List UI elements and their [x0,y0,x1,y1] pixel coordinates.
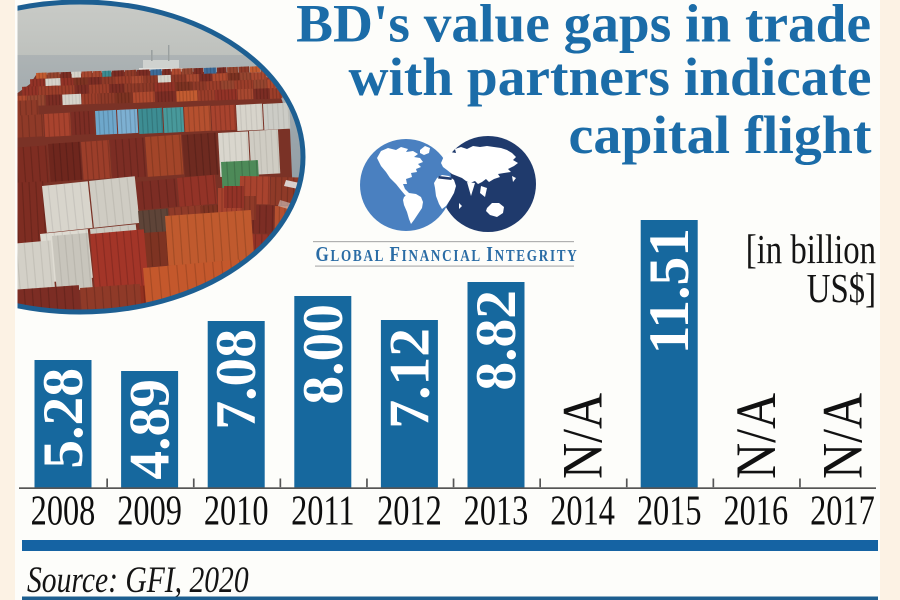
svg-text:2012: 2012 [377,489,442,535]
svg-text:8.82: 8.82 [465,290,528,391]
svg-text:2013: 2013 [464,489,529,535]
svg-text:GLOBAL FINANCIAL INTEGRITY: GLOBAL FINANCIAL INTEGRITY [315,243,578,266]
svg-text:8.00: 8.00 [292,304,355,405]
svg-text:2011: 2011 [291,489,354,535]
svg-text:2008: 2008 [31,489,96,535]
svg-text:Source: GFI, 2020: Source: GFI, 2020 [27,560,249,600]
svg-text:2015: 2015 [637,489,702,535]
svg-text:2009: 2009 [117,489,182,535]
svg-text:capital flight: capital flight [569,105,873,165]
svg-text:N/A: N/A [550,393,614,479]
svg-text:N/A: N/A [810,393,874,479]
svg-text:BD's value gaps in trade: BD's value gaps in trade [296,0,871,53]
svg-text:2010: 2010 [204,489,269,535]
svg-text:5.28: 5.28 [32,368,95,469]
svg-text:11.51: 11.51 [638,228,701,354]
svg-text:4.89: 4.89 [119,379,182,480]
svg-text:7.08: 7.08 [205,329,268,430]
svg-text:US$]: US$] [807,267,876,312]
svg-text:[in billion: [in billion [746,228,876,273]
svg-text:N/A: N/A [724,393,788,479]
svg-text:2014: 2014 [550,489,615,535]
svg-text:7.12: 7.12 [378,328,441,429]
svg-text:2016: 2016 [723,489,788,535]
svg-text:with partners indicate: with partners indicate [348,47,871,107]
svg-text:2017: 2017 [810,489,875,535]
